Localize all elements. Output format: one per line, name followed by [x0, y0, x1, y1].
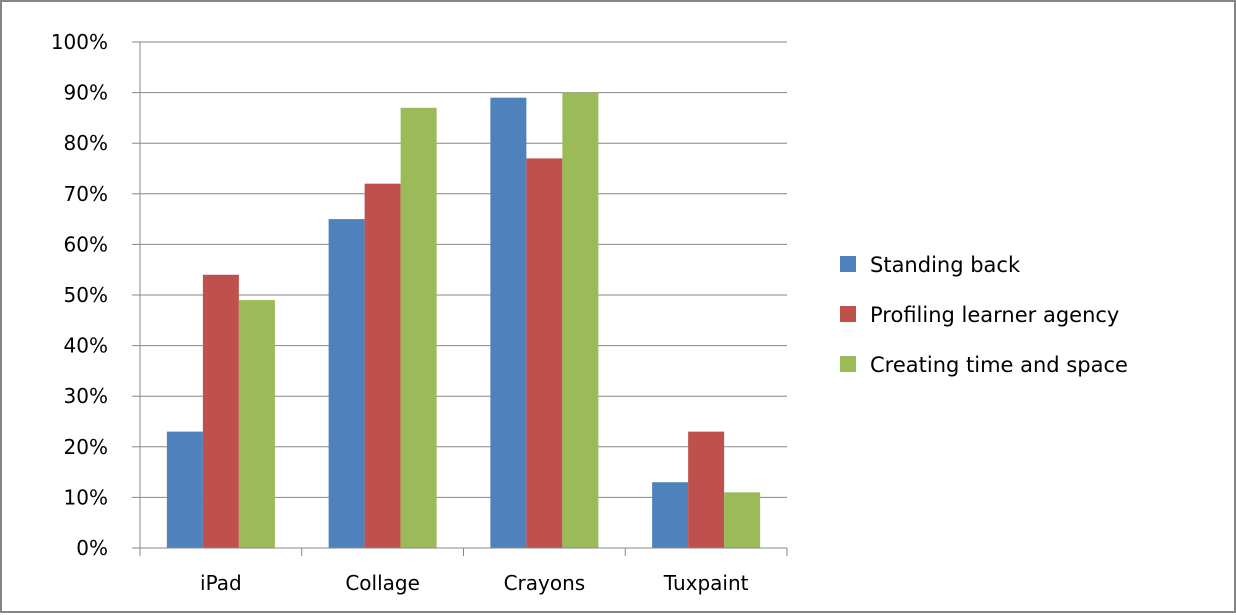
y-tick-label: 30% [64, 384, 108, 408]
y-tick-label: 20% [64, 435, 108, 459]
legend-label-creating-time-and-space: Creating time and space [870, 353, 1128, 377]
legend-swatch-creating-time-and-space [840, 356, 856, 372]
y-tick-label: 70% [64, 182, 108, 206]
legend-swatch-standing-back [840, 256, 856, 272]
y-tick-label: 0% [76, 536, 108, 560]
legend: Standing back Profiling learner agency Cre… [840, 253, 1128, 377]
bar-profiling-learner-agency-collage [364, 183, 401, 548]
y-tick-label: 90% [64, 81, 108, 105]
bar-creating-time-and-space-collage [400, 107, 437, 548]
y-tick-label: 100% [51, 30, 108, 54]
bar-creating-time-and-space-tuxpaint [724, 492, 761, 548]
y-tick-label: 40% [64, 334, 108, 358]
bar-profiling-learner-agency-crayons [526, 158, 563, 548]
bar-creating-time-and-space-ipad [238, 300, 275, 548]
x-category-label: Crayons [504, 571, 586, 595]
bar-standing-back-tuxpaint [652, 482, 689, 548]
x-category-label: Tuxpaint [663, 571, 749, 595]
x-category-label: iPad [200, 571, 242, 595]
y-tick-label: 50% [64, 283, 108, 307]
bar-standing-back-crayons [490, 97, 527, 548]
bar-standing-back-ipad [166, 431, 203, 548]
y-tick-label: 80% [64, 131, 108, 155]
bars [166, 92, 761, 548]
y-tick-label: 60% [64, 232, 108, 256]
x-category-label: Collage [345, 571, 420, 595]
legend-label-profiling-learner-agency: Profiling learner agency [870, 303, 1119, 327]
legend-swatch-profiling-learner-agency [840, 306, 856, 322]
bar-creating-time-and-space-crayons [562, 92, 599, 548]
axes: 0% 10% 20% 30% 40% 50% 60% 70% 80% 90% 100% iPad Col… [51, 30, 788, 595]
y-tick-label: 10% [64, 485, 108, 509]
bar-profiling-learner-agency-tuxpaint [688, 431, 725, 548]
bar-profiling-learner-agency-ipad [202, 274, 239, 548]
legend-label-standing-back: Standing back [870, 253, 1021, 277]
bar-standing-back-collage [328, 219, 365, 548]
